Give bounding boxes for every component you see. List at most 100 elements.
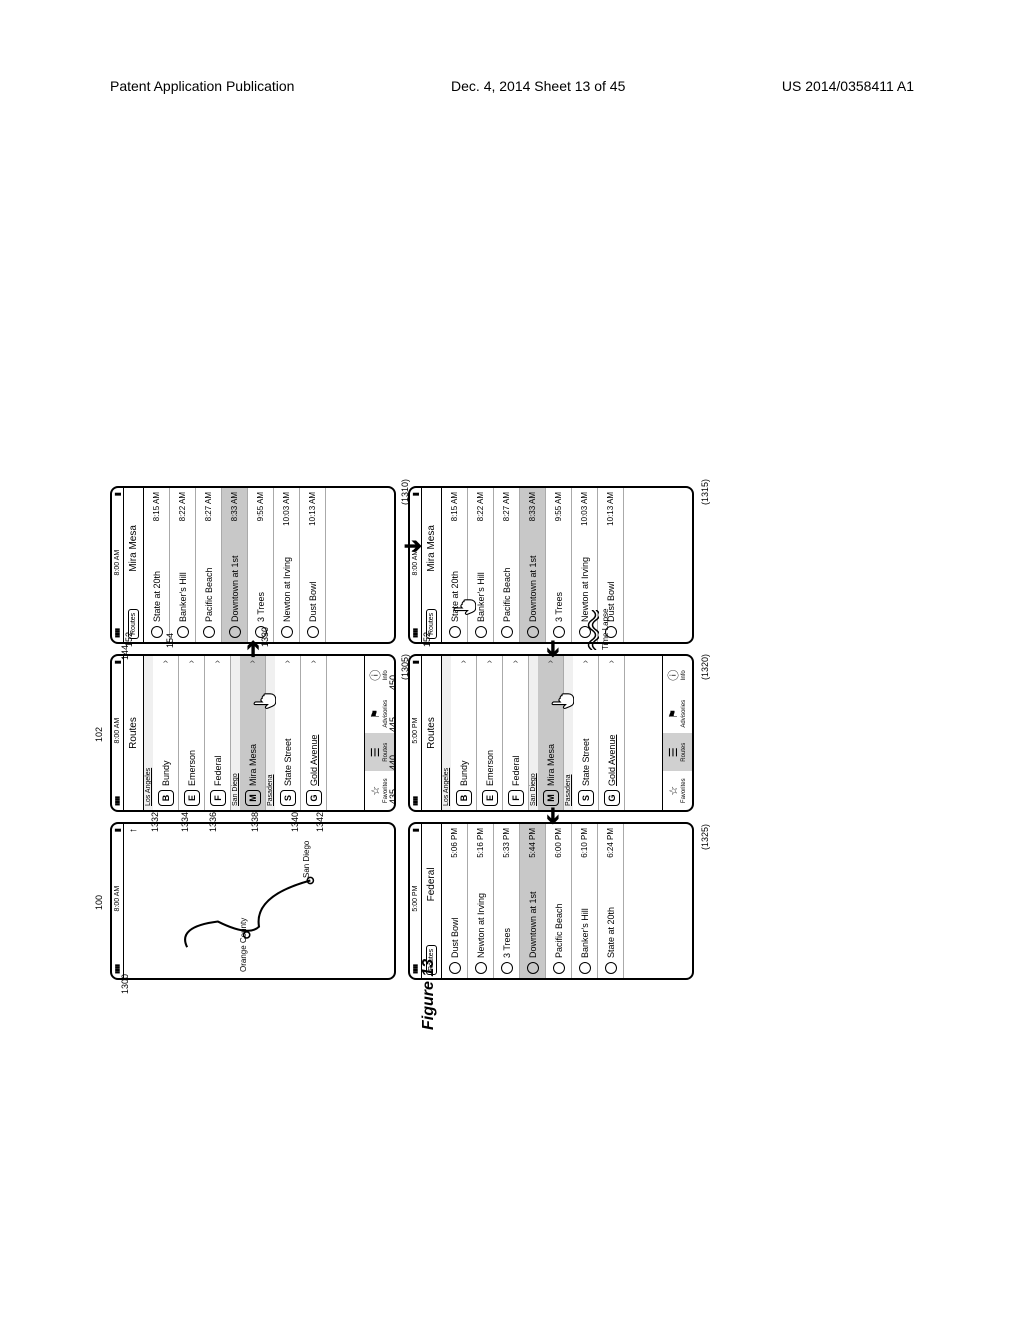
ref-1300: 1300 <box>120 974 130 994</box>
stop-item[interactable]: 3 Trees5:33 PM <box>494 824 520 978</box>
header-left: Patent Application Publication <box>110 78 294 94</box>
route-item-gold-avenue[interactable]: GGold Avenue› <box>301 656 327 810</box>
radio-icon <box>281 626 293 638</box>
stop-time: 5:06 PM <box>450 828 459 870</box>
letter-icon: B <box>456 790 472 806</box>
route-item-state-street[interactable]: SState Street› <box>573 656 599 810</box>
stop-item[interactable]: Banker's Hill6:10 PM <box>572 824 598 978</box>
stop-name: State at 20th <box>152 538 162 622</box>
statusbar: 5:00 PM <box>410 656 422 810</box>
stop-item[interactable]: Dust Bowl 5:06 PM <box>442 824 468 978</box>
stop-time: 10:03 AM <box>282 492 291 534</box>
radio-icon <box>475 626 487 638</box>
route-item-bundy[interactable]: BBundy› <box>451 656 477 810</box>
stop-item[interactable]: Pacific Beach 8:27 AM <box>196 488 222 642</box>
stop-item[interactable]: Downtown at 1st5:44 PM <box>520 824 546 978</box>
route-item-emerson[interactable]: EEmerson› <box>179 656 205 810</box>
signal-icon <box>114 797 121 806</box>
stop-name: Pacific Beach <box>204 538 214 622</box>
stop-name: State at 20th <box>606 874 616 958</box>
stop-name: Banker's Hill <box>476 538 486 622</box>
map-view[interactable]: ↑ Orange County San Diego <box>124 824 394 978</box>
route-item-federal[interactable]: FFederal› <box>503 656 529 810</box>
route-item-mira-mesa[interactable]: MMira Mesa› <box>538 656 564 810</box>
stop-item[interactable]: 3 Trees9:55 AM <box>248 488 274 642</box>
stop-time: 5:16 PM <box>476 828 485 870</box>
warn-icon: ⚑ <box>371 709 382 719</box>
time-lapse-label: Time Lapse <box>585 609 610 651</box>
letter-icon: G <box>604 790 620 806</box>
stop-name: Banker's Hill <box>178 538 188 622</box>
route-item-bundy[interactable]: BBundy› <box>153 656 179 810</box>
section-la: Los Angeles <box>144 656 153 810</box>
phone-routes-list-a: 8:00 AM Routes Los Angeles BBundy› EEmer… <box>110 654 396 812</box>
squiggle-icon <box>585 610 599 650</box>
routes-list[interactable]: Los Angeles BBundy› EEmerson› FFederal› … <box>442 656 662 810</box>
figure-caption: Figure 13 <box>420 959 438 1030</box>
stop-item[interactable]: State at 20th6:24 PM <box>598 824 624 978</box>
stop-time: 8:15 AM <box>450 492 459 534</box>
letter-icon: B <box>158 790 174 806</box>
stop-time: 8:27 AM <box>204 492 213 534</box>
route-item-federal[interactable]: FFederal› <box>205 656 231 810</box>
ref-1336: 1336 <box>208 812 218 832</box>
stop-time: 8:22 AM <box>476 492 485 534</box>
stop-item[interactable]: Banker's Hill8:22 AM <box>170 488 196 642</box>
stop-name: Pacific Beach <box>554 874 564 958</box>
radio-icon <box>475 962 487 974</box>
ref-102: 102 <box>94 727 104 742</box>
ref-1310: (1310) <box>400 479 410 505</box>
chevron-right-icon: › <box>282 660 293 663</box>
battery-icon <box>113 492 122 496</box>
ref-1320: (1320) <box>700 654 710 680</box>
stop-name: Newton at Irving <box>282 538 292 622</box>
ref-144: 144 <box>120 645 130 660</box>
stop-name: Downtown at 1st <box>528 874 538 958</box>
status-time: 5:00 PM <box>412 832 419 964</box>
arrow-left-icon: ➔ <box>540 807 566 825</box>
chevron-right-icon: › <box>308 660 319 663</box>
radio-icon <box>177 626 189 638</box>
tab-favorites[interactable]: ☆Favorites <box>663 772 692 811</box>
status-time: 8:00 AM <box>114 496 121 628</box>
stop-name: Downtown at 1st <box>528 538 538 622</box>
stop-name: Dust Bowl <box>308 538 318 622</box>
radio-icon <box>527 962 539 974</box>
ref-450: 450 <box>388 675 398 690</box>
letter-icon: M <box>543 790 559 806</box>
stop-item[interactable]: Pacific Beach8:27 AM <box>494 488 520 642</box>
tab-info[interactable]: ⓘInfo <box>663 656 692 695</box>
stop-name: 3 Trees <box>256 538 266 622</box>
stop-item[interactable]: Pacific Beach6:00 PM <box>546 824 572 978</box>
status-time: 8:00 AM <box>114 832 121 964</box>
letter-icon: F <box>210 790 226 806</box>
arrow-left-icon: ➔ <box>540 640 566 658</box>
route-item-emerson[interactable]: EEmerson› <box>477 656 503 810</box>
titlebar: Routes <box>422 656 442 810</box>
phone-federal-pm: 5:00 PM Routes Federal Dust Bowl5:06 PMN… <box>408 822 694 980</box>
route-item-mira-mesa[interactable]: MMira Mesa› <box>240 656 266 810</box>
stop-item[interactable]: Downtown at 1st8:33 AM <box>222 488 248 642</box>
ref-1334: 1334 <box>180 812 190 832</box>
stop-time: 5:33 PM <box>502 828 511 870</box>
stop-item[interactable]: Newton at Irving 10:03 AM <box>274 488 300 642</box>
stops-list-pm[interactable]: Dust Bowl 5:06 PM Newton at Irving5:16 PM3… <box>442 824 692 978</box>
route-item-state-street[interactable]: SState Street› <box>275 656 301 810</box>
stop-item[interactable]: Newton at Irving5:16 PM <box>468 824 494 978</box>
tab-routes[interactable]: ☰Routes <box>663 733 692 772</box>
stop-item[interactable]: State at 20th8:15 AM <box>144 488 170 642</box>
tab-advisories[interactable]: ⚑Advisories <box>663 695 692 734</box>
figure-13: Figure 13 8:00 AM ↑ Orange County San Di… <box>110 360 930 980</box>
stop-name: Dust Bowl <box>450 874 460 958</box>
stops-list-am-drag[interactable]: State at 20th8:15 AM Banker's Hill 8:22 AM… <box>442 488 692 642</box>
stop-item[interactable]: Banker's Hill 8:22 AM <box>468 488 494 642</box>
stop-item[interactable]: Dust Bowl10:13 AM <box>300 488 326 642</box>
route-item-gold-avenue[interactable]: GGold Avenue› <box>599 656 625 810</box>
titlebar: Routes <box>124 656 144 810</box>
stop-item[interactable]: Downtown at 1st8:33 AM <box>520 488 546 642</box>
stop-item[interactable]: 3 Trees9:55 AM <box>546 488 572 642</box>
stop-item[interactable]: State at 20th8:15 AM <box>442 488 468 642</box>
routes-list[interactable]: Los Angeles BBundy› EEmerson› FFederal› … <box>144 656 364 810</box>
ref-1332: 1332 <box>150 812 160 832</box>
stops-list-am[interactable]: State at 20th8:15 AMBanker's Hill8:22 AM… <box>144 488 394 642</box>
